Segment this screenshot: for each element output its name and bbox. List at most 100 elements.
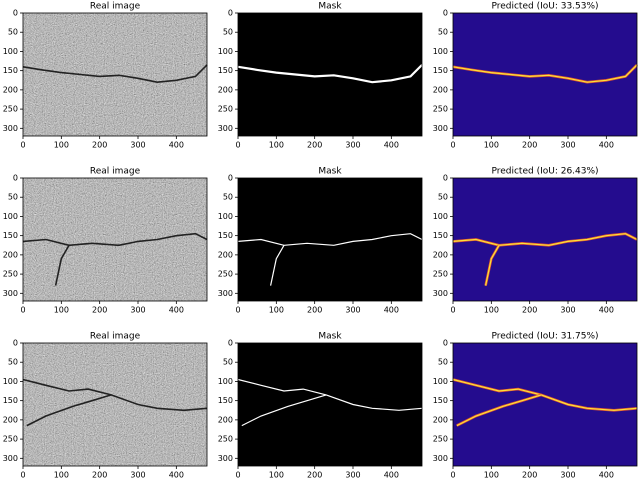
x-tick-label: 100 bbox=[484, 141, 499, 150]
y-tick-label: 250 bbox=[433, 105, 448, 114]
panel-title: Predicted (IoU: 26.43%) bbox=[491, 167, 598, 177]
y-tick-label: 300 bbox=[433, 454, 448, 463]
y-tick-label: 50 bbox=[223, 28, 233, 37]
axes-frame bbox=[237, 177, 423, 302]
y-tick-label: 200 bbox=[3, 415, 18, 424]
axes-frame bbox=[237, 342, 423, 467]
panel-title: Real image bbox=[90, 167, 141, 177]
x-tick-label: 0 bbox=[235, 306, 240, 315]
crack bbox=[54, 244, 70, 286]
x-tick-label: 300 bbox=[345, 141, 360, 150]
x-tick-label: 0 bbox=[20, 306, 25, 315]
y-tick-label: 50 bbox=[8, 28, 18, 37]
image bbox=[453, 343, 637, 466]
x-tick-label: 200 bbox=[522, 141, 537, 150]
panel-title: Predicted (IoU: 33.53%) bbox=[491, 2, 598, 12]
y-tick-label: 250 bbox=[433, 435, 448, 444]
crack-prediction bbox=[452, 233, 638, 246]
y-tick-label: 150 bbox=[218, 66, 233, 75]
x-tick-label: 300 bbox=[560, 471, 575, 480]
y-tick-label: 300 bbox=[218, 124, 233, 133]
y-tick-label: 0 bbox=[228, 9, 233, 18]
panel-title: Mask bbox=[318, 167, 342, 177]
y-tick-label: 300 bbox=[218, 289, 233, 298]
y-tick-label: 50 bbox=[223, 193, 233, 202]
y-tick-label: 200 bbox=[433, 250, 448, 259]
x-tick-label: 100 bbox=[269, 141, 284, 150]
x-tick-label: 300 bbox=[345, 306, 360, 315]
x-tick-label: 200 bbox=[307, 471, 322, 480]
y-tick-label: 150 bbox=[218, 231, 233, 240]
y-tick-label: 50 bbox=[8, 358, 18, 367]
x-tick-label: 400 bbox=[384, 471, 399, 480]
image bbox=[453, 178, 637, 301]
crack bbox=[22, 232, 208, 247]
crack-mask bbox=[237, 64, 423, 84]
x-tick-label: 100 bbox=[269, 471, 284, 480]
crack-prediction bbox=[485, 245, 500, 286]
panel-title: Real image bbox=[90, 332, 141, 342]
y-tick-label: 0 bbox=[13, 174, 18, 183]
x-tick-label: 200 bbox=[307, 306, 322, 315]
image bbox=[238, 178, 422, 301]
x-tick-label: 100 bbox=[484, 471, 499, 480]
y-tick-label: 150 bbox=[3, 396, 18, 405]
y-tick-label: 100 bbox=[3, 212, 18, 221]
x-tick-label: 400 bbox=[384, 306, 399, 315]
x-tick-label: 0 bbox=[450, 141, 455, 150]
y-tick-label: 0 bbox=[13, 9, 18, 18]
crack-mask bbox=[270, 245, 285, 286]
x-tick-label: 100 bbox=[54, 141, 69, 150]
y-tick-label: 200 bbox=[218, 85, 233, 94]
y-tick-label: 0 bbox=[443, 174, 448, 183]
crack bbox=[26, 394, 112, 427]
crack-mask bbox=[237, 233, 423, 246]
x-tick-label: 200 bbox=[307, 141, 322, 150]
y-tick-label: 250 bbox=[3, 435, 18, 444]
y-tick-label: 250 bbox=[3, 105, 18, 114]
panel-title: Real image bbox=[90, 2, 141, 12]
y-tick-label: 50 bbox=[223, 358, 233, 367]
y-tick-label: 50 bbox=[438, 358, 448, 367]
image-texture bbox=[23, 13, 207, 136]
y-tick-label: 250 bbox=[433, 270, 448, 279]
y-tick-label: 150 bbox=[433, 66, 448, 75]
y-tick-label: 200 bbox=[3, 85, 18, 94]
y-tick-label: 100 bbox=[3, 377, 18, 386]
y-tick-label: 150 bbox=[433, 396, 448, 405]
x-tick-label: 100 bbox=[54, 306, 69, 315]
y-tick-label: 300 bbox=[3, 454, 18, 463]
y-tick-label: 0 bbox=[228, 339, 233, 348]
crack-prediction bbox=[456, 394, 542, 427]
axes-frame bbox=[452, 12, 638, 137]
crack-mask bbox=[241, 394, 327, 427]
x-tick-label: 300 bbox=[345, 471, 360, 480]
y-tick-label: 300 bbox=[3, 124, 18, 133]
y-tick-label: 0 bbox=[228, 174, 233, 183]
y-tick-label: 300 bbox=[433, 124, 448, 133]
y-tick-label: 100 bbox=[433, 47, 448, 56]
x-tick-label: 400 bbox=[599, 471, 614, 480]
x-tick-label: 100 bbox=[269, 306, 284, 315]
panel-title: Mask bbox=[318, 2, 342, 12]
x-tick-label: 0 bbox=[20, 141, 25, 150]
axes-frame bbox=[452, 177, 638, 302]
y-tick-label: 300 bbox=[433, 289, 448, 298]
x-tick-label: 0 bbox=[20, 471, 25, 480]
y-tick-label: 50 bbox=[438, 193, 448, 202]
x-tick-label: 300 bbox=[130, 471, 145, 480]
y-tick-label: 250 bbox=[218, 105, 233, 114]
x-tick-label: 300 bbox=[130, 141, 145, 150]
crack bbox=[22, 64, 208, 84]
y-tick-label: 50 bbox=[8, 193, 18, 202]
panel-title: Predicted (IoU: 31.75%) bbox=[491, 332, 598, 342]
axes-frame bbox=[22, 342, 208, 467]
y-tick-label: 100 bbox=[433, 377, 448, 386]
panel-title: Mask bbox=[318, 332, 342, 342]
y-tick-label: 300 bbox=[218, 454, 233, 463]
y-tick-label: 0 bbox=[443, 339, 448, 348]
x-tick-label: 0 bbox=[235, 471, 240, 480]
y-tick-label: 200 bbox=[3, 250, 18, 259]
y-tick-label: 200 bbox=[433, 85, 448, 94]
